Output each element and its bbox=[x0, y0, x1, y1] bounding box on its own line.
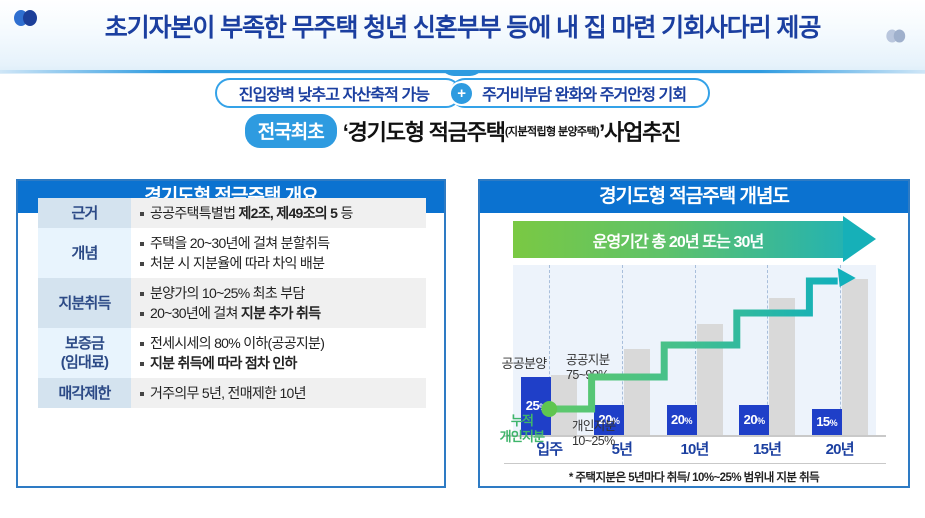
benefit-pill-left-label: 진입장벽 낮추고 자산축적 가능 bbox=[238, 87, 430, 104]
concept-diagram-panel: 경기도형 적금주택 개념도 운영기간 총 20년 또는 30년 25% 20% 20… bbox=[478, 179, 910, 488]
chart-total-bar bbox=[696, 323, 723, 435]
table-row-label: 보증금 (임대료) bbox=[38, 328, 131, 378]
chart-baseline bbox=[504, 435, 886, 437]
chart-plot-area: 25% 20% 20% 20% 15% bbox=[513, 265, 876, 435]
label-public-supply: 공공분양 bbox=[501, 356, 547, 371]
bullet-item: 분양가의 10~25% 최초 부담 bbox=[140, 283, 422, 303]
chart-gridline bbox=[839, 265, 841, 435]
chart-share-bar: 20% bbox=[666, 405, 697, 435]
concept-chart: 운영기간 총 20년 또는 30년 25% 20% 20% 20% 15% 입주 5년 10… bbox=[480, 213, 908, 486]
table-row-value: 주택을 20~30년에 걸쳐 분할취득 처분 시 지분율에 따라 차익 배분 bbox=[131, 228, 426, 278]
chart-share-bar: 20% bbox=[739, 405, 770, 435]
annotation-private-share: 개인지분 10~25% bbox=[572, 419, 616, 448]
axis-tick-label: 10년 bbox=[680, 441, 709, 458]
bullet-item: 20~30년에 걸쳐 지분 추가 취득 bbox=[140, 303, 422, 323]
page-title: 초기자본이 부족한 무주택 청년 신혼부부 등에 내 집 마련 기회사다리 제공 bbox=[104, 14, 822, 42]
subtitle-tail-text: ’사업추진 bbox=[599, 120, 681, 145]
benefit-pill-left: 진입장벽 낮추고 자산축적 가능 bbox=[214, 78, 462, 108]
bullet-item: 처분 시 지분율에 따라 차익 배분 bbox=[140, 253, 422, 273]
annotation-public-share: 공공지분 75~90% bbox=[566, 353, 610, 382]
table-row-label: 개념 bbox=[38, 228, 131, 278]
axis-tick-label: 5년 bbox=[611, 441, 633, 458]
benefit-pill-right: 주거비부담 완화와 주거안정 기회 bbox=[450, 78, 711, 108]
bullet-item: 전세시세의 80% 이하(공공지분) bbox=[140, 333, 422, 353]
header-notch-ornament bbox=[440, 71, 484, 80]
table-row-value: 분양가의 10~25% 최초 부담 20~30년에 걸쳐 지분 추가 취득 bbox=[131, 278, 426, 328]
subtitle-row: 전국최초 ‘경기도형 적금주택 (지분적립형 분양주택) ’사업추진 bbox=[0, 113, 925, 149]
bullet-item: 거주의무 5년, 전매제한 10년 bbox=[140, 383, 422, 403]
table-row-value: 전세시세의 80% 이하(공공지분) 지분 취득에 따라 점차 인하 bbox=[131, 328, 426, 378]
chart-total-bar bbox=[769, 298, 796, 435]
table-row: 개념 주택을 20~30년에 걸쳐 분할취득 처분 시 지분율에 따라 차익 배분 bbox=[38, 228, 426, 278]
plus-icon-glyph: + bbox=[457, 84, 466, 102]
benefit-pill-row: 진입장벽 낮추고 자산축적 가능 + 주거비부담 완화와 주거안정 기회 bbox=[0, 76, 925, 110]
duration-arrow-banner: 운영기간 총 20년 또는 30년 bbox=[513, 216, 876, 262]
table-row-label: 지분취득 bbox=[38, 278, 131, 328]
duration-arrow-label: 운영기간 총 20년 또는 30년 bbox=[592, 233, 764, 251]
bullet-item: 주택을 20~30년에 걸쳐 분할취득 bbox=[140, 233, 422, 253]
bullet-item: 공공주택특별법 제2조, 제49조의 5 등 bbox=[140, 203, 422, 223]
table-row-label: 매각제한 bbox=[38, 378, 131, 408]
label-cumulative-private-share: 누적 개인지분 bbox=[499, 413, 545, 444]
chart-axis-rule bbox=[504, 463, 886, 464]
nationwide-first-badge: 전국최초 bbox=[244, 114, 337, 148]
chart-total-bar bbox=[841, 279, 868, 435]
subtitle-main-text: ‘경기도형 적금주택 bbox=[342, 120, 506, 145]
axis-tick-label: 15년 bbox=[753, 441, 782, 458]
axis-tick-label: 20년 bbox=[825, 441, 855, 458]
table-row: 근거 공공주택특별법 제2조, 제49조의 5 등 bbox=[38, 198, 426, 228]
table-row-value: 거주의무 5년, 전매제한 10년 bbox=[131, 378, 426, 408]
table-row-value: 공공주택특별법 제2조, 제49조의 5 등 bbox=[131, 198, 426, 228]
plus-icon: + bbox=[449, 80, 475, 106]
table-row: 매각제한 거주의무 5년, 전매제한 10년 bbox=[38, 378, 426, 408]
chart-x-axis: 입주 5년 10년 15년 20년 bbox=[504, 438, 886, 462]
quote-mark-right-icon bbox=[886, 29, 907, 43]
chart-total-bar bbox=[623, 349, 650, 435]
benefit-pill-right-label: 주거비부담 완화와 주거안정 기회 bbox=[482, 87, 687, 104]
subtitle-parenthetical: (지분적립형 분양주택) bbox=[504, 126, 600, 138]
table-row: 보증금 (임대료) 전세시세의 80% 이하(공공지분) 지분 취득에 따라 점차 인… bbox=[38, 328, 426, 378]
concept-diagram-panel-title: 경기도형 적금주택 개념도 bbox=[480, 181, 908, 213]
chart-footnote: * 주택지분은 5년마다 취득/ 10%~25% 범위내 지분 취득 bbox=[568, 472, 820, 484]
duration-arrow-head-icon bbox=[843, 216, 876, 262]
axis-tick-label: 입주 bbox=[536, 441, 563, 458]
bullet-item: 지분 취득에 따라 점차 인하 bbox=[140, 353, 422, 373]
table-row: 지분취득 분양가의 10~25% 최초 부담 20~30년에 걸쳐 지분 추가 취득 bbox=[38, 278, 426, 328]
table-row-label: 근거 bbox=[38, 198, 131, 228]
duration-arrow-body: 운영기간 총 20년 또는 30년 bbox=[513, 221, 843, 258]
quote-mark-left-icon bbox=[14, 10, 40, 26]
header-band bbox=[0, 0, 925, 74]
chart-share-bar: 15% bbox=[811, 409, 842, 435]
overview-table: 근거 공공주택특별법 제2조, 제49조의 5 등 개념 주택을 20~30년에 걸쳐… bbox=[38, 198, 426, 408]
overview-panel: 경기도형 적금주택 개요 근거 공공주택특별법 제2조, 제49조의 5 등 개념 주… bbox=[16, 179, 446, 488]
